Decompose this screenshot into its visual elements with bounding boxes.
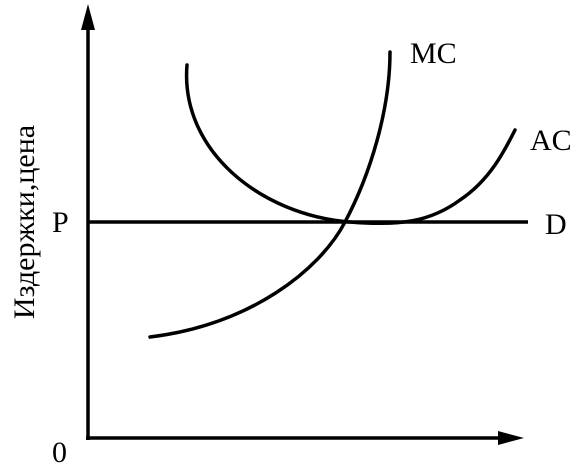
mc-curve <box>148 50 392 339</box>
ac-label: AC <box>530 124 572 157</box>
price-label: P <box>52 206 69 239</box>
demand-label: D <box>545 208 567 241</box>
mc-label: MC <box>410 37 457 70</box>
origin-label: 0 <box>52 436 67 466</box>
x-axis-arrow <box>498 431 524 445</box>
ac-curve <box>184 63 517 226</box>
y-axis-label: Издержки,цена <box>8 125 41 319</box>
y-axis-arrow <box>81 4 95 30</box>
